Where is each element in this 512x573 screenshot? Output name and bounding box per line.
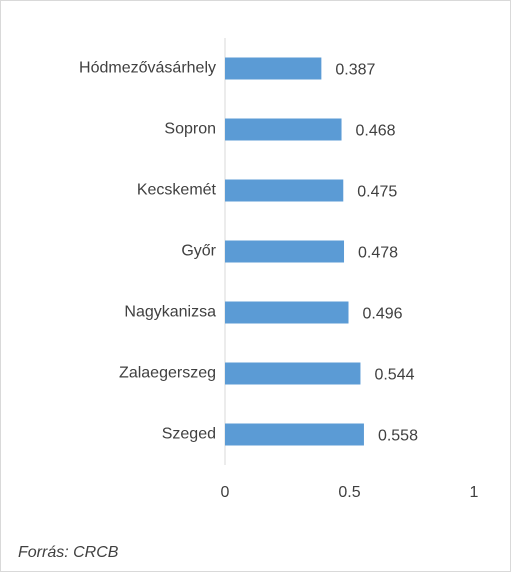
bar <box>225 179 344 202</box>
value-label: 0.468 <box>356 123 396 140</box>
x-tick-label: 0 <box>221 484 230 501</box>
bar <box>225 57 322 80</box>
value-label: 0.387 <box>335 62 375 79</box>
y-tick-label: Nagykanizsa <box>124 304 216 321</box>
y-tick-label: Kecskemét <box>137 182 217 199</box>
bar <box>225 118 342 141</box>
source-note: Forrás: CRCB <box>18 544 119 561</box>
bar <box>225 423 364 446</box>
y-tick-label: Hódmezővásárhely <box>79 60 216 77</box>
y-tick-label: Zalaegerszeg <box>119 365 216 382</box>
x-tick-label: 1 <box>470 484 479 501</box>
value-label: 0.478 <box>358 245 398 262</box>
bar <box>225 301 349 324</box>
bar <box>225 362 361 385</box>
y-tick-label: Győr <box>181 243 216 260</box>
value-label: 0.496 <box>363 306 403 323</box>
y-tick-label: Szeged <box>162 426 216 443</box>
bar <box>225 240 345 263</box>
x-tick-label: 0.5 <box>338 484 360 501</box>
value-label: 0.558 <box>378 428 418 445</box>
y-tick-label: Sopron <box>164 121 216 138</box>
value-label: 0.544 <box>374 367 414 384</box>
value-label: 0.475 <box>357 184 397 201</box>
